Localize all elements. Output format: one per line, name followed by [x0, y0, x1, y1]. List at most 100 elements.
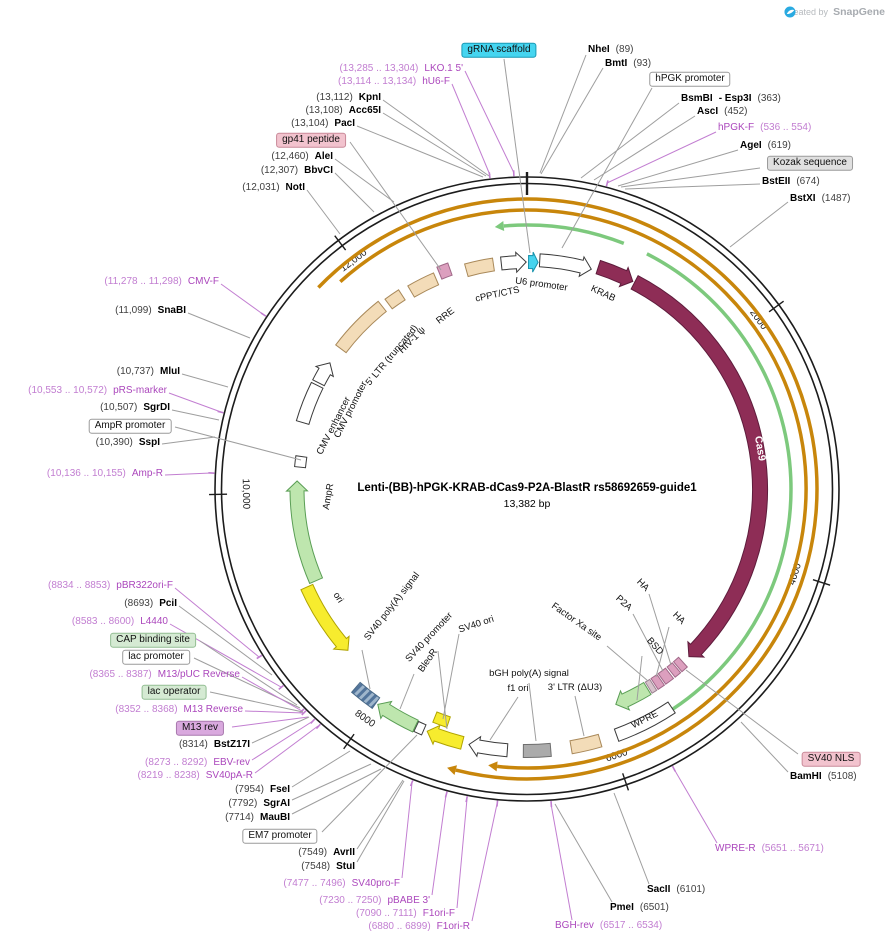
- label-hpgk-promoter[interactable]: hPGK promoter: [649, 71, 731, 87]
- label-bamhi[interactable]: BamHI (5108): [790, 771, 857, 783]
- feature-bleor[interactable]: [377, 700, 419, 733]
- label-lac-operator[interactable]: lac operator: [141, 684, 207, 700]
- label-bsmbi-esp3i[interactable]: BsmBI - Esp3I (363): [681, 93, 781, 105]
- feature-label-rre[interactable]: RRE: [434, 306, 457, 327]
- label-cmv-f[interactable]: (11,278 .. 11,298) CMV-F: [104, 276, 219, 288]
- label-mlui[interactable]: (10,737) MluI: [117, 366, 180, 378]
- feature-ltr5-truncated[interactable]: [334, 300, 388, 354]
- feature-ampr-promoter-feature[interactable]: [294, 455, 308, 469]
- feature-sv40-ori[interactable]: [432, 711, 451, 729]
- label-prs-marker[interactable]: (10,553 .. 10,572) pRS-marker: [28, 385, 167, 397]
- label-m13-reverse[interactable]: (8352 .. 8368) M13 Reverse: [115, 704, 243, 716]
- feature-hiv1-psi[interactable]: [384, 289, 406, 310]
- label-sacii[interactable]: SacII (6101): [647, 884, 705, 896]
- feature-em7-promoter[interactable]: [413, 720, 427, 736]
- label-pbabe-3[interactable]: (7230 .. 7250) pBABE 3': [319, 895, 430, 907]
- feature-p2a[interactable]: [657, 667, 675, 685]
- label-bstz17i[interactable]: (8314) BstZ17I: [179, 739, 250, 751]
- feature-label-5-ltr-truncated-[interactable]: 5' LTR (truncated): [364, 323, 421, 388]
- label-acc65i[interactable]: (13,108) Acc65I: [306, 105, 382, 117]
- label-bbvci[interactable]: (12,307) BbvCI: [261, 165, 333, 177]
- label-f1ori-f[interactable]: (7090 .. 7111) F1ori-F: [356, 908, 455, 920]
- label-cap-binding-site[interactable]: CAP binding site: [110, 632, 196, 648]
- feature-label-3-ltr-u3-[interactable]: 3' LTR (ΔU3): [548, 682, 602, 693]
- feature-rre[interactable]: [407, 272, 440, 298]
- label-nhei[interactable]: NheI (89): [588, 44, 633, 56]
- feature-label-sv40-poly-a-signal[interactable]: SV40 poly(A) signal: [362, 570, 422, 643]
- feature-label-f1-ori[interactable]: f1 ori: [507, 683, 528, 694]
- feature-u6-promoter[interactable]: [500, 251, 527, 274]
- feature-krab[interactable]: [595, 259, 634, 288]
- feature-sv40-nls[interactable]: [672, 656, 689, 673]
- label-wpre-r[interactable]: WPRE-R (5651 .. 5671): [715, 843, 824, 855]
- label-lac-promoter[interactable]: lac promoter: [122, 649, 190, 665]
- label-noti[interactable]: (12,031) NotI: [242, 182, 305, 194]
- label-l4440[interactable]: (8583 .. 8600) L4440: [72, 616, 168, 628]
- feature-label-cppt-cts[interactable]: cPPT/CTS: [474, 285, 520, 305]
- label-m13-puc-reverse[interactable]: (8365 .. 8387) M13/pUC Reverse: [89, 669, 240, 681]
- feature-cppt-cts[interactable]: [463, 257, 495, 278]
- feature-ampr[interactable]: [285, 480, 324, 585]
- feature-sv40-promoter[interactable]: [426, 724, 465, 750]
- label-f1ori-r[interactable]: (6880 .. 6899) F1ori-R: [368, 921, 470, 933]
- feature-cas9[interactable]: [630, 275, 768, 658]
- feature-ltr3-du3[interactable]: [569, 733, 603, 755]
- feature-wpre[interactable]: [613, 701, 676, 742]
- label-agei[interactable]: AgeI (619): [740, 140, 791, 152]
- label-asci[interactable]: AscI (452): [697, 106, 747, 118]
- label-sgrdi[interactable]: (10,507) SgrDI: [100, 402, 170, 414]
- label-stui[interactable]: (7548) StuI: [301, 861, 355, 873]
- feature-ha-tag-1[interactable]: [666, 662, 682, 678]
- label-ebv-rev[interactable]: (8273 .. 8292) EBV-rev: [145, 757, 250, 769]
- feature-label-factor-xa-site[interactable]: Factor Xa site: [549, 601, 603, 644]
- label-fsei[interactable]: (7954) FseI: [235, 784, 290, 796]
- label-paci[interactable]: (13,104) PacI: [291, 118, 355, 130]
- label-pbr322ori-f[interactable]: (8834 .. 8853) pBR322ori-F: [48, 580, 173, 592]
- label-ampr-promoter[interactable]: AmpR promoter: [88, 418, 172, 434]
- feature-grna-scaffold[interactable]: [527, 251, 539, 273]
- label-pmei[interactable]: PmeI (6501): [610, 902, 669, 914]
- feature-label-krab[interactable]: KRAB: [589, 283, 617, 304]
- feature-label-u6-promoter[interactable]: U6 promoter: [514, 275, 568, 293]
- feature-label-cas9[interactable]: Cas9: [752, 435, 768, 462]
- label-gp41-peptide[interactable]: gp41 peptide: [276, 132, 346, 148]
- label-kozak-sequence[interactable]: Kozak sequence: [767, 155, 853, 171]
- label-snabi[interactable]: (11,099) SnaBI: [115, 305, 186, 317]
- label-kpni[interactable]: (13,112) KpnI: [316, 92, 381, 104]
- feature-label-ampr[interactable]: AmpR: [321, 482, 336, 510]
- label-sgrai[interactable]: (7792) SgrAI: [228, 798, 290, 810]
- feature-f1-ori[interactable]: [468, 735, 509, 758]
- feature-label-ha[interactable]: HA: [634, 577, 652, 595]
- label-m13-rev[interactable]: M13 rev: [175, 720, 225, 736]
- label-amp-r[interactable]: (10,136 .. 10,155) Amp-R: [47, 468, 163, 480]
- label-sv40pro-f[interactable]: (7477 .. 7496) SV40pro-F: [283, 878, 400, 890]
- label-sv40-nls[interactable]: SV40 NLS: [801, 751, 861, 767]
- feature-factor-xa-site[interactable]: [644, 678, 658, 694]
- label-sv40pa-r[interactable]: (8219 .. 8238) SV40pA-R: [137, 770, 253, 782]
- label-em7-promoter[interactable]: EM7 promoter: [242, 828, 318, 844]
- label-maubi[interactable]: (7714) MauBI: [225, 812, 290, 824]
- label-avrii[interactable]: (7549) AvrII: [298, 847, 355, 859]
- label-lko1-5[interactable]: (13,285 .. 13,304) LKO.1 5': [339, 63, 463, 75]
- label-sspi[interactable]: (10,390) SspI: [96, 437, 160, 449]
- label-hu6-f[interactable]: (13,114 .. 13,134) hU6-F: [338, 76, 450, 88]
- feature-label-ori[interactable]: ori: [331, 590, 346, 605]
- feature-hpgk-promoter[interactable]: [538, 253, 592, 278]
- feature-sv40-polya[interactable]: [350, 681, 381, 710]
- feature-label-p2a[interactable]: P2A: [613, 593, 634, 614]
- feature-cmv-enhancer[interactable]: [295, 381, 324, 426]
- feature-bgh-polya[interactable]: [522, 742, 552, 759]
- label-bstxi[interactable]: BstXI (1487): [790, 193, 850, 205]
- feature-label-bgh-poly-a-signal[interactable]: bGH poly(A) signal: [489, 668, 569, 679]
- label-grna-scaffold[interactable]: gRNA scaffold: [461, 42, 537, 58]
- label-bgh-rev[interactable]: BGH-rev (6517 .. 6534): [555, 920, 662, 932]
- label-bsteii[interactable]: BstEII (674): [762, 176, 820, 188]
- feature-bsd[interactable]: [615, 681, 652, 711]
- label-pcii[interactable]: (8693) PciI: [124, 598, 177, 610]
- label-alei[interactable]: (12,460) AleI: [271, 151, 333, 163]
- feature-label-ha[interactable]: HA: [670, 610, 688, 628]
- feature-ori[interactable]: [300, 583, 350, 651]
- feature-gp41-peptide-feature[interactable]: [436, 262, 453, 280]
- feature-cmv-promoter[interactable]: [312, 362, 335, 387]
- label-bmti[interactable]: BmtI (93): [605, 58, 651, 70]
